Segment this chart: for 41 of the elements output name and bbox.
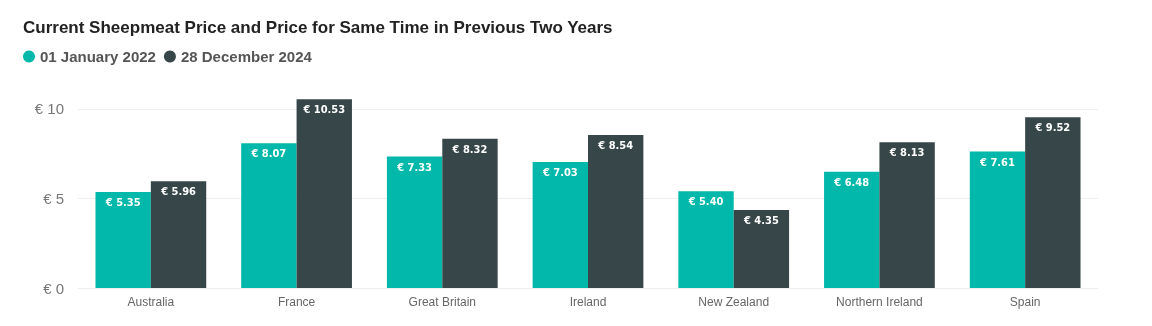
bar [241,143,297,288]
data-label: € 8.32 [451,142,488,156]
bar [879,142,935,288]
bar [733,210,790,288]
data-label: € 5.96 [160,185,197,199]
bar [969,151,1026,288]
data-label: € 5.35 [104,196,141,210]
x-tick-label: France [277,295,316,309]
bar [150,181,207,288]
data-label: € 5.40 [687,195,724,209]
x-tick-label: Great Britain [408,295,476,309]
bar [588,134,644,288]
data-label: € 10.53 [302,103,346,117]
data-label: € 8.54 [597,138,634,152]
data-label: € 9.52 [1034,121,1071,135]
chart-title: Current Sheepmeat Price and Price for Same Time in Previous Two Years [23,18,613,37]
data-label: € 7.33 [396,160,433,174]
x-tick-label: Ireland [569,295,607,309]
bar [95,192,151,288]
y-tick-label: € 5 [43,189,64,207]
data-label: € 7.03 [541,165,578,179]
x-tick-label: Northern Ireland [836,295,923,309]
legend-label: 28 December 2024 [180,48,313,65]
y-tick-label: € 10 [34,100,64,118]
data-label: € 6.48 [833,175,870,189]
bar [386,156,443,288]
y-tick-label: € 0 [43,279,64,297]
data-label: € 8.13 [888,146,925,160]
x-tick-label: Australia [127,295,175,309]
bar [678,191,734,288]
data-label: € 8.07 [250,147,287,161]
data-label: € 7.61 [979,155,1015,169]
x-tick-label: Spain [1009,295,1041,309]
bar [532,161,588,288]
bar [1025,117,1081,288]
legend-label: 01 January 2022 [40,48,156,65]
bar [442,138,498,288]
data-label: € 4.35 [743,214,779,228]
x-tick-label: New Zealand [698,295,770,309]
bar [296,99,352,288]
bar [824,171,880,288]
